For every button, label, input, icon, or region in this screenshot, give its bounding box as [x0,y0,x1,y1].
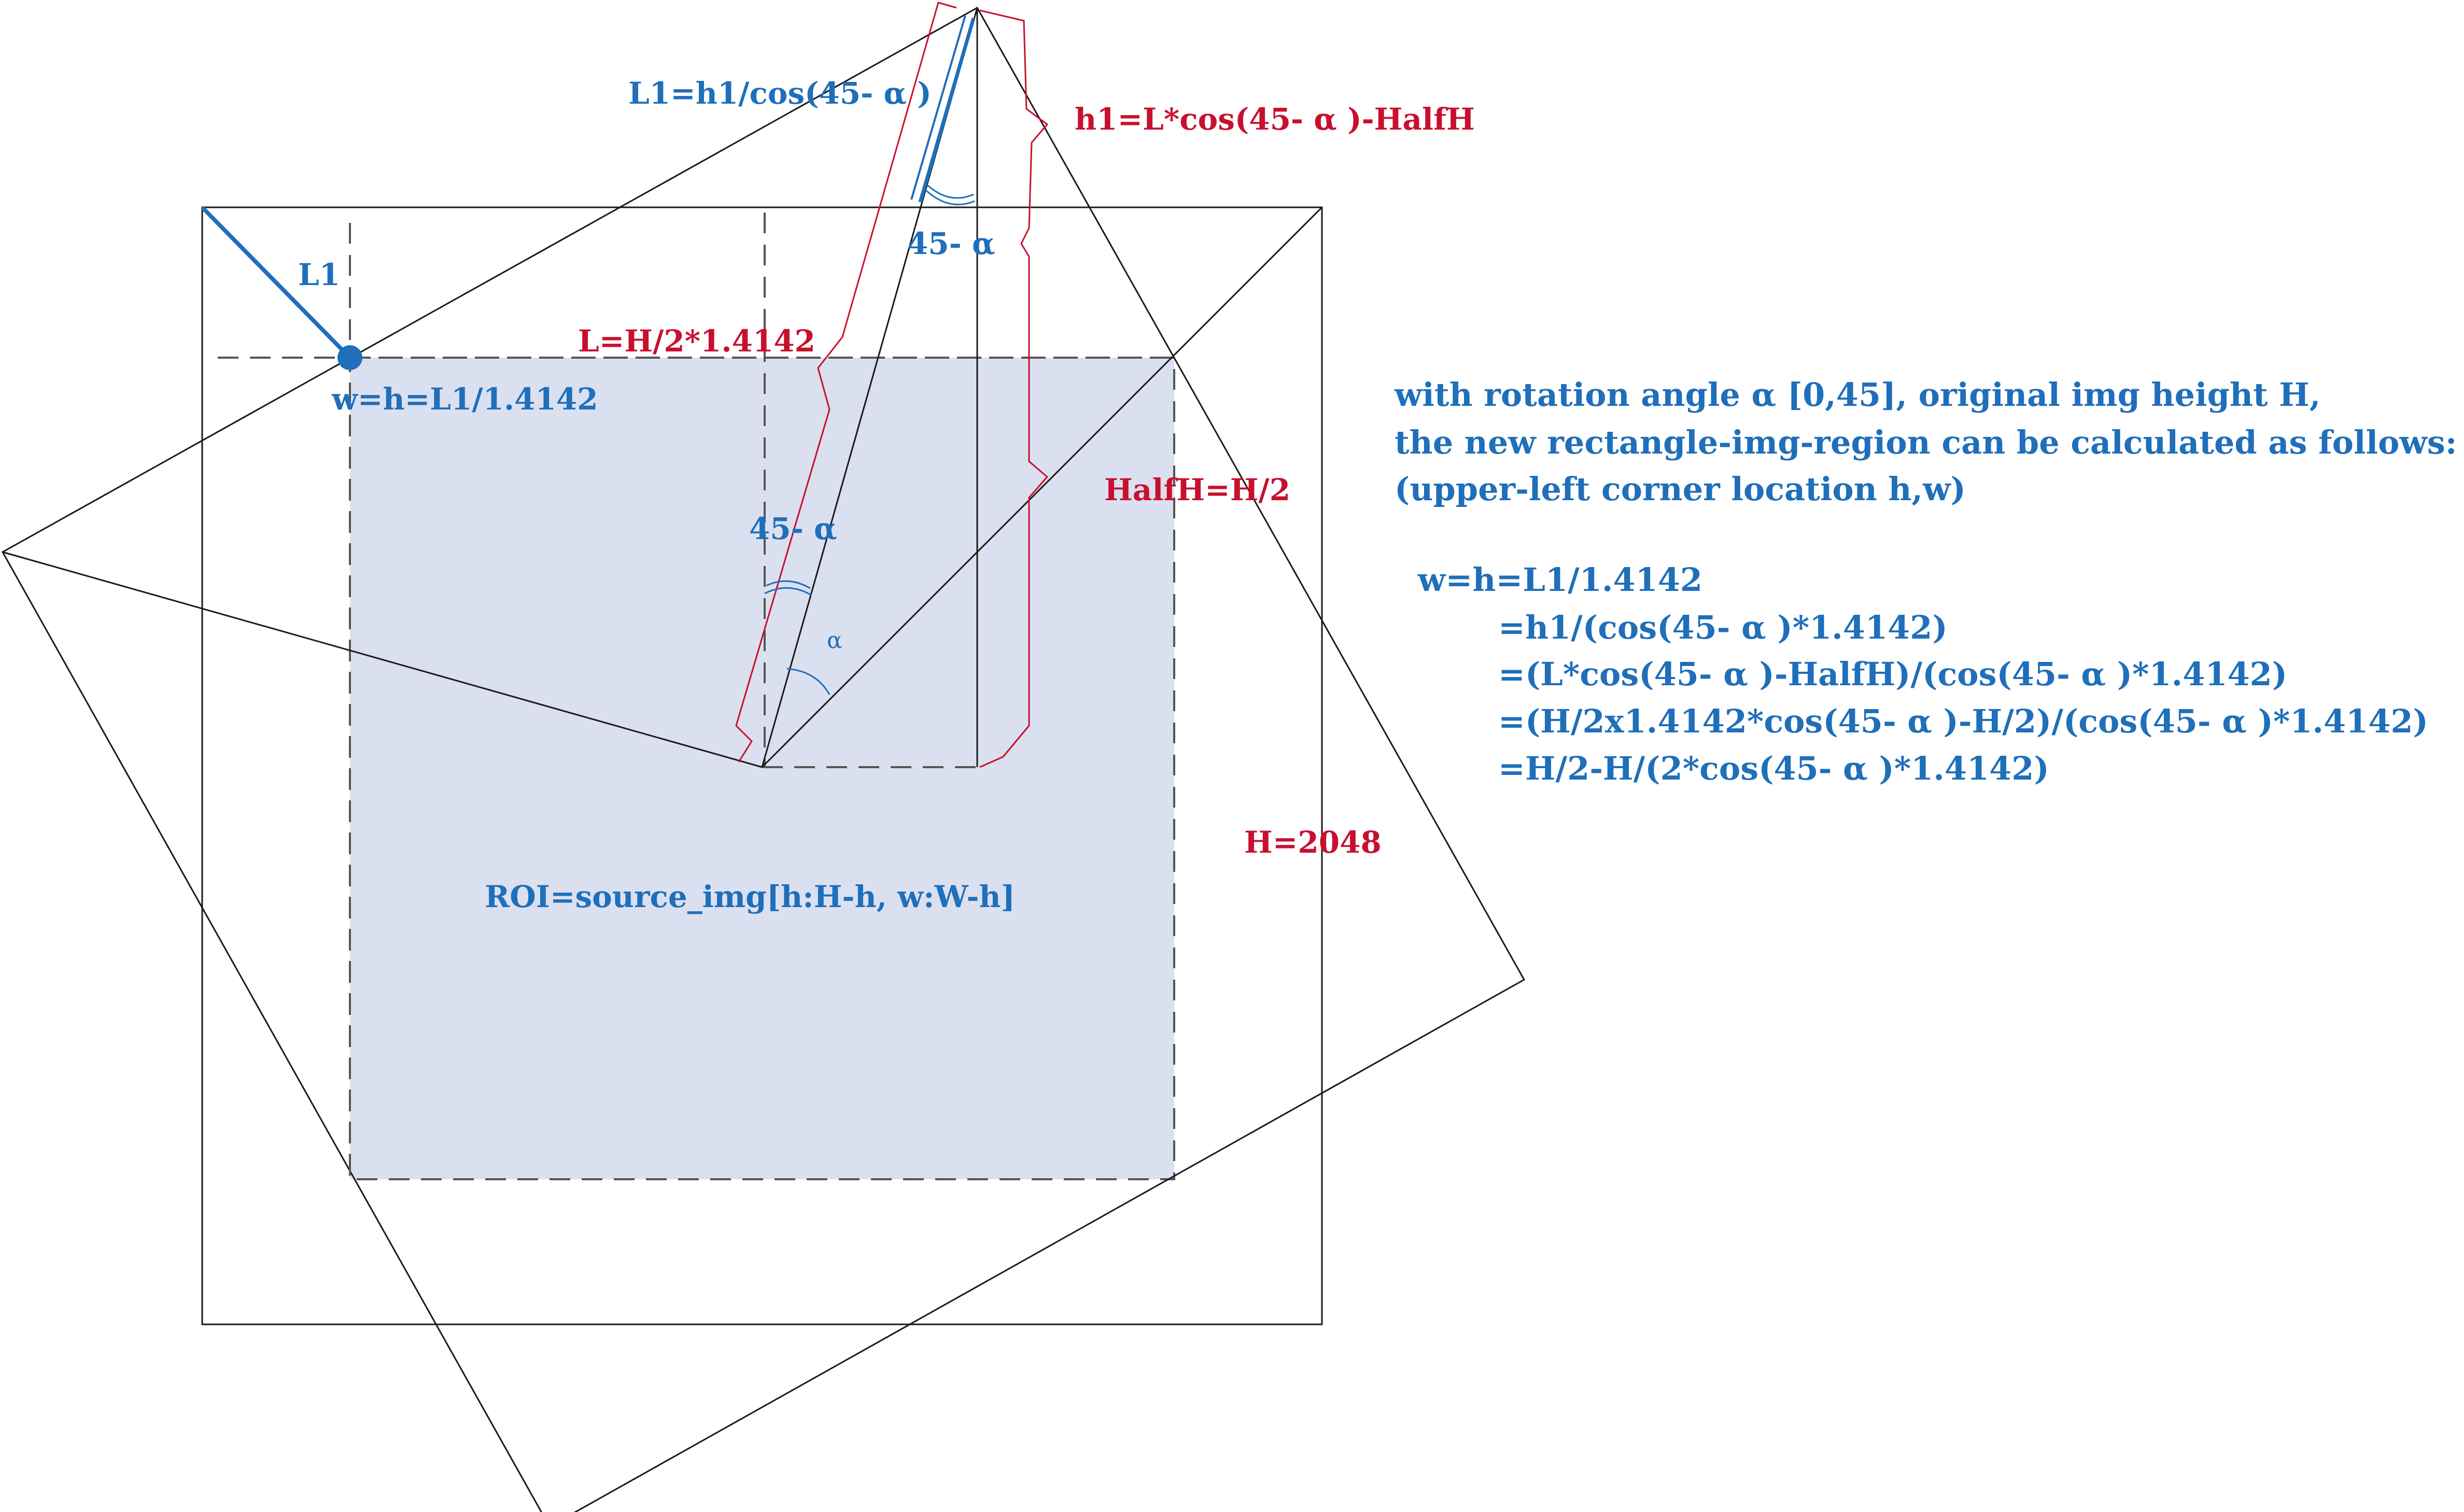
line-center-left [2,551,763,768]
note-equation-4: =(H/2x1.4142*cos(45- α )-H/2)/(cos(45- α… [1498,702,2428,740]
note-equation-2: =h1/(cos(45- α )*1.4142) [1498,609,1948,646]
angle-arc-top-2 [926,190,975,206]
note-intro-line-1: with rotation angle α [0,45], original i… [1394,376,2320,414]
label-angle-top: 45- α [907,226,995,261]
note-intro-line-3: (upper-left corner location h,w) [1395,470,1966,508]
line-center-to-corner [761,206,1323,768]
l-bracket [735,2,957,762]
roi-region [349,357,1175,1180]
label-alpha: α [827,627,842,654]
l1-segment-top-inner [910,15,966,200]
angle-arc-mid-2 [764,587,812,596]
label-halfh: HalfH=H/2 [1104,472,1290,507]
note-equation-3: =(L*cos(45- α )-HalfH)/(cos(45- α )*1.41… [1498,655,2287,693]
rotated-image-outline [1,6,1526,1512]
corner-point [337,345,362,370]
original-image-outline [201,206,1323,1325]
label-l1-formula: L1=h1/cos(45- α ) [628,76,932,111]
label-w-eq-h: w=h=L1/1.4142 [331,381,598,417]
label-h1-formula: h1=L*cos(45- α )-HalfH [1075,102,1475,137]
l1-segment-top [918,18,976,203]
label-angle-mid: 45- α [749,511,837,546]
label-l-formula: L=H/2*1.4142 [578,323,815,359]
label-h-value: H=2048 [1244,825,1382,860]
note-equation-5: =H/2-H/(2*cos(45- α )*1.4142) [1498,750,2049,787]
angle-arc-mid [766,580,811,589]
note-intro-line-2: the new rectangle-img-region can be calc… [1395,423,2457,461]
angle-arc-alpha [786,668,830,695]
label-roi: ROI=source_img[h:H-h, w:W-h] [485,879,1015,914]
angle-arc-top [927,185,974,199]
note-equation-1: w=h=L1/1.4142 [1417,561,1702,599]
label-l1: L1 [298,257,340,292]
l1-segment-left [201,206,351,359]
h1-halfh-brace [979,9,1049,768]
